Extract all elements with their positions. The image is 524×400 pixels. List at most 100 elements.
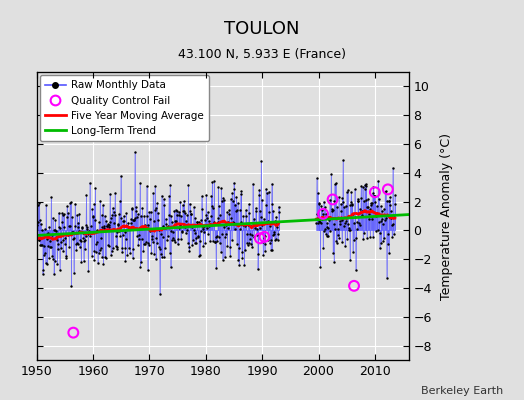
Point [248, 180, 257, 187]
Point [135, 236, 143, 243]
Point [331, 226, 340, 232]
Point [324, 225, 332, 232]
Text: Berkeley Earth: Berkeley Earth [421, 386, 503, 396]
Point [315, 201, 323, 208]
Point [359, 236, 367, 242]
Point [144, 222, 152, 229]
Point [44, 243, 52, 249]
Point [362, 181, 370, 187]
Point [75, 210, 84, 217]
Point [333, 204, 342, 211]
Point [125, 224, 134, 230]
Point [125, 226, 134, 232]
Point [158, 254, 166, 260]
Point [274, 230, 282, 237]
Point [86, 223, 95, 230]
Point [312, 220, 320, 226]
Point [75, 244, 84, 250]
Point [352, 234, 361, 241]
Point [135, 225, 144, 231]
Point [124, 224, 132, 230]
Point [224, 224, 232, 231]
Point [34, 219, 42, 226]
Point [80, 236, 89, 243]
Point [375, 219, 384, 226]
Point [116, 233, 125, 239]
Point [42, 236, 51, 243]
Point [64, 223, 73, 230]
Point [212, 233, 221, 239]
Point [124, 219, 133, 226]
Point [342, 202, 350, 209]
Point [127, 216, 135, 222]
Point [154, 210, 162, 216]
Point [145, 209, 153, 215]
Point [244, 222, 252, 228]
Point [344, 227, 353, 234]
Point [48, 215, 57, 221]
Point [344, 221, 352, 228]
Point [170, 236, 178, 243]
Point [217, 185, 225, 191]
Point [84, 231, 92, 237]
Point [83, 224, 92, 231]
Point [50, 258, 59, 264]
Point [102, 255, 110, 262]
Point [54, 210, 63, 216]
Point [255, 192, 263, 199]
Point [253, 226, 261, 232]
Point [248, 231, 256, 238]
Point [133, 233, 141, 239]
Point [155, 226, 163, 233]
Point [233, 240, 241, 247]
Point [130, 216, 138, 223]
Point [148, 239, 157, 245]
Point [323, 224, 332, 230]
Point [126, 250, 134, 256]
Point [125, 245, 133, 251]
Point [37, 241, 46, 248]
Point [384, 241, 392, 247]
Point [73, 223, 82, 230]
Point [152, 235, 161, 242]
Point [49, 256, 57, 262]
Point [183, 222, 191, 228]
Point [329, 196, 337, 203]
Point [362, 197, 370, 203]
Point [86, 233, 94, 240]
Point [231, 202, 239, 208]
Point [100, 225, 108, 231]
Point [159, 222, 167, 229]
Point [144, 267, 152, 273]
Point [104, 224, 113, 230]
Point [71, 240, 80, 247]
Point [382, 215, 390, 222]
Point [138, 236, 146, 242]
Point [82, 192, 91, 198]
Point [129, 246, 137, 252]
Point [379, 238, 388, 244]
Point [62, 255, 70, 261]
Point [78, 224, 86, 230]
Point [72, 246, 80, 253]
Point [58, 218, 66, 225]
Point [175, 212, 183, 218]
Point [163, 233, 172, 239]
Point [88, 253, 96, 259]
Point [362, 183, 370, 189]
Point [263, 220, 271, 226]
Point [43, 230, 51, 237]
Point [245, 210, 254, 216]
Point [358, 184, 367, 190]
Point [251, 224, 259, 231]
Point [332, 180, 340, 186]
Point [68, 214, 76, 220]
Point [387, 208, 395, 214]
Point [133, 214, 141, 220]
Point [370, 193, 379, 200]
Point [156, 246, 165, 252]
Point [74, 220, 83, 226]
Point [219, 256, 227, 263]
Point [218, 231, 226, 238]
Point [101, 253, 110, 260]
